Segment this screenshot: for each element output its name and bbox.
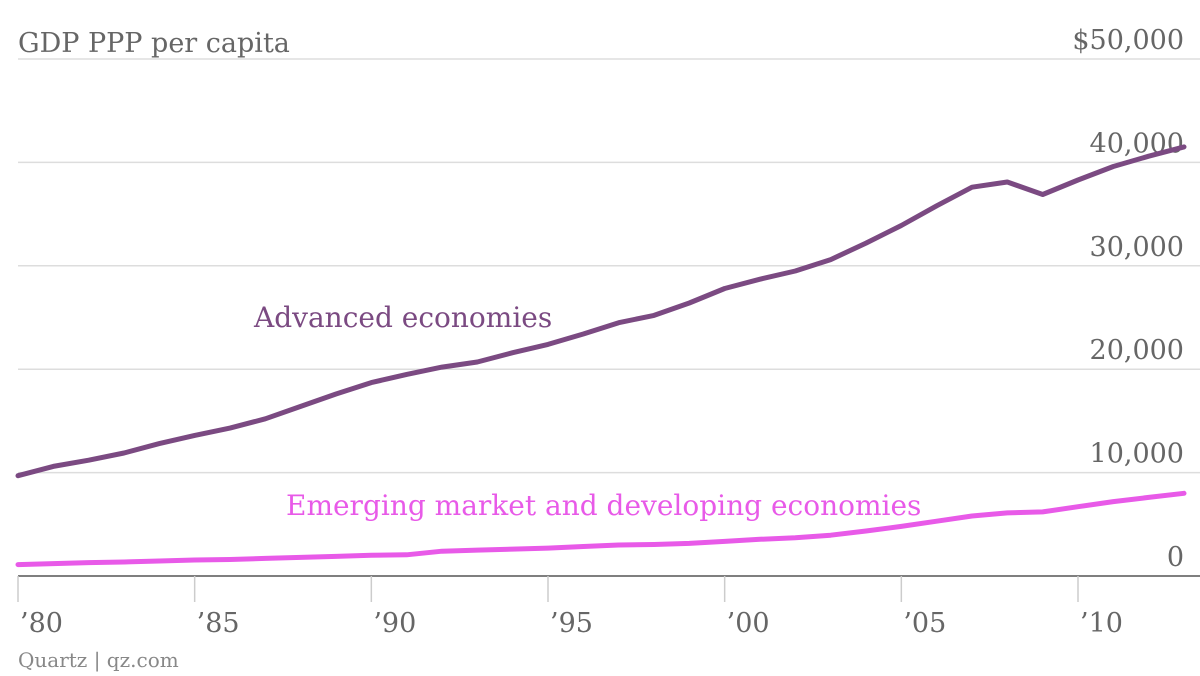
x-tick-label: ’05 [903, 608, 946, 639]
y-axis-tick-labels: $50,000 40,000 30,000 20,000 10,000 0 [1072, 25, 1184, 573]
x-tick-label: ’90 [373, 608, 416, 639]
series-label-emerging: Emerging market and developing economies [286, 489, 921, 522]
gridlines [18, 58, 1200, 474]
chart-title: GDP PPP per capita [18, 28, 290, 59]
x-tick-label: ’80 [20, 608, 63, 639]
source-credit: Quartz | qz.com [18, 648, 179, 673]
x-tick-label: ’95 [550, 608, 593, 639]
y-tick-label: 10,000 [1090, 439, 1184, 470]
y-tick-label: 0 [1167, 542, 1184, 573]
series-label-advanced: Advanced economies [253, 301, 552, 334]
x-axis-ticks: ’80 ’85 ’90 ’95 ’00 ’05 ’10 [17, 576, 1123, 639]
x-tick-label: ’00 [727, 608, 770, 639]
series-line-advanced [15, 144, 1187, 479]
y-tick-label: 40,000 [1090, 128, 1184, 159]
series-lines [15, 144, 1187, 568]
x-tick-label: ’10 [1080, 608, 1123, 639]
y-tick-label: 20,000 [1090, 335, 1184, 366]
x-tick-label: ’85 [197, 608, 240, 639]
y-tick-label: $50,000 [1072, 25, 1184, 56]
series-line-emerging [15, 490, 1187, 568]
y-tick-label: 30,000 [1090, 232, 1184, 263]
